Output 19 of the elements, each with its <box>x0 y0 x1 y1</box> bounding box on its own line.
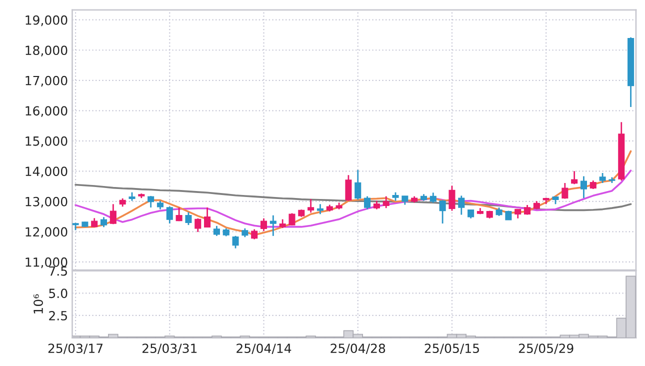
y-tick-label: 7.5 <box>49 266 67 276</box>
y-tick-label: 13,000 <box>26 196 68 208</box>
x-tick-label: 25/05/29 <box>518 344 574 354</box>
x-tick-label: 25/05/15 <box>424 344 479 354</box>
y-tick-label: 12,000 <box>26 227 68 238</box>
x-tick-label: 25/03/17 <box>48 344 103 354</box>
y-tick-label: 15,000 <box>26 136 68 148</box>
y-tick-label: 16,000 <box>26 106 68 117</box>
x-tick-label: 25/04/14 <box>236 344 292 354</box>
y-tick-label: 11,000 <box>26 257 68 268</box>
y-tick-label: 18,000 <box>26 46 68 56</box>
y-tick-label: 5.0 <box>49 288 68 298</box>
y-tick-label: 2.5 <box>49 310 67 320</box>
y-axis-title: 10⁶ <box>34 294 43 314</box>
y-tick-label: 14,000 <box>26 166 68 178</box>
x-tick-label: 25/04/28 <box>330 344 386 354</box>
y-tick-label: 17,000 <box>26 76 68 87</box>
x-tick-label: 25/03/31 <box>142 344 197 354</box>
y-tick-label: 19,000 <box>26 15 68 26</box>
